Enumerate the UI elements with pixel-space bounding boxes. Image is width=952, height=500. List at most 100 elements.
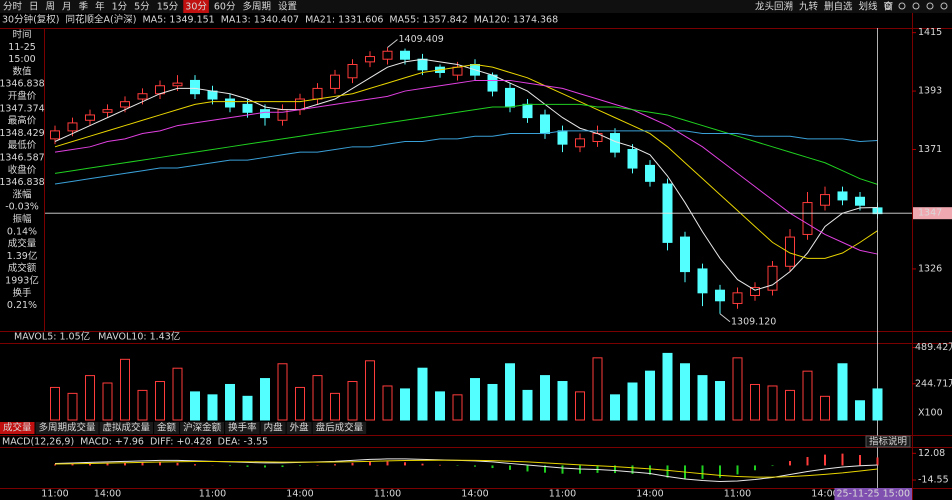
volume-bar: [260, 378, 270, 421]
candle-body: [820, 194, 830, 206]
volume-bar: [400, 388, 410, 421]
volume-bar: [522, 389, 533, 421]
volume-tab-bg: [154, 422, 180, 434]
candle-body: [172, 82, 183, 87]
info-label: 换手: [12, 287, 32, 299]
info-value: 1346.587: [0, 153, 45, 164]
info-value: 1347.374: [0, 103, 45, 114]
y-tick-label: 1371: [918, 144, 942, 155]
period-tab[interactable]: 1分: [112, 2, 128, 13]
candle-body: [505, 87, 515, 108]
candle-body: [802, 202, 813, 235]
period-tab[interactable]: 分时: [3, 1, 23, 13]
volume-bar: [575, 391, 585, 421]
candle-body: [242, 103, 253, 113]
period-tab[interactable]: 5分: [134, 2, 150, 13]
info-value: 1993亿: [5, 275, 39, 287]
toolbar-button[interactable]: 九转: [799, 1, 819, 13]
period-tab[interactable]: 15分: [157, 2, 179, 13]
period-tab[interactable]: 季: [79, 1, 89, 13]
info-value: 0.14%: [7, 226, 37, 237]
candle-body: [417, 58, 428, 71]
ma-legend: MA5: 1349.151: [142, 15, 214, 26]
candle-body: [855, 196, 865, 206]
volume-tab[interactable]: 盘后成交量: [316, 422, 364, 434]
toolbar-button[interactable]: 窗: [884, 1, 894, 13]
volume-tab[interactable]: 多周期成交量: [39, 422, 97, 434]
candle-body: [260, 109, 270, 119]
info-value: 15:00: [8, 54, 35, 65]
indicator-button[interactable]: 指标说明: [869, 436, 907, 448]
icon[interactable]: [898, 2, 906, 10]
volume-bar: [277, 363, 288, 421]
info-label: 最低价: [8, 139, 37, 151]
candle-body: [715, 289, 725, 302]
volume-tab[interactable]: 内盘: [264, 422, 284, 434]
volume-bar: [802, 370, 813, 421]
period-tab[interactable]: 月: [62, 2, 72, 13]
volume-tab-bg: [225, 422, 260, 434]
volume-bar: [487, 383, 498, 421]
volume-tab[interactable]: 沪深金额: [183, 422, 222, 434]
volume-legend: MAVOL10: 1.43亿: [98, 331, 180, 343]
period-tab[interactable]: 年: [95, 1, 105, 13]
candle-body: [732, 292, 743, 304]
candle-body: [487, 74, 498, 92]
candle-body: [120, 101, 130, 108]
info-label: 开盘价: [8, 90, 37, 102]
candle-body: [102, 109, 113, 113]
volume-tab-bg: [35, 422, 99, 434]
ma-line: [54, 103, 878, 185]
volume-tab[interactable]: 金额: [157, 422, 177, 434]
period-tab[interactable]: 多周期: [242, 1, 271, 13]
extreme-pointer: [719, 313, 731, 323]
volume-bar: [207, 394, 218, 421]
candle-body: [347, 64, 358, 79]
candle-body: [382, 50, 393, 60]
candle-body: [295, 98, 305, 111]
volume-bar: [627, 382, 638, 421]
info-value: 11-25: [8, 42, 36, 53]
volume-tab[interactable]: 虚拟成交量: [103, 422, 151, 434]
toolbar-bg: [0, 0, 952, 13]
toolbar-button[interactable]: 龙头回溯: [755, 1, 793, 13]
volume-tab[interactable]: 换手率: [228, 422, 257, 434]
period-tab[interactable]: 30分: [185, 2, 207, 13]
x-tick-label: 14:00: [94, 489, 121, 500]
volume-bar: [645, 370, 655, 421]
candle-body: [312, 87, 323, 100]
period-tab[interactable]: 日: [29, 2, 39, 13]
period-tab[interactable]: 周: [46, 2, 56, 13]
y-tick-label: 1326: [918, 263, 942, 274]
toolbar-button[interactable]: 划线: [859, 1, 879, 13]
toolbar-button[interactable]: 删自选: [824, 1, 853, 13]
volume-bar: [540, 375, 550, 421]
indicator-button-bg: [865, 435, 911, 448]
icon[interactable]: [912, 2, 920, 10]
x-tick-label: 11:00: [41, 489, 68, 500]
icon[interactable]: [926, 2, 934, 10]
candle-body: [365, 56, 375, 63]
icon[interactable]: [940, 2, 948, 10]
info-label: 最高价: [8, 115, 37, 127]
volume-bar: [837, 363, 848, 421]
info-value: 1346.838: [0, 177, 45, 188]
info-label: 涨幅: [12, 188, 32, 200]
candle-body: [85, 114, 95, 121]
candle-body: [697, 268, 708, 294]
macd-dea-line: [54, 459, 878, 478]
candle-body: [330, 74, 340, 89]
tab-bg: [183, 0, 209, 13]
volume-bar: [382, 385, 393, 421]
ma-line: [54, 58, 878, 291]
period-tab[interactable]: 60分: [214, 2, 236, 13]
x-tick-label: 11:00: [549, 489, 576, 500]
volume-tab[interactable]: 成交量: [3, 422, 32, 434]
volume-tab-bg: [260, 422, 286, 434]
volume-bar: [820, 395, 830, 421]
volume-tab[interactable]: 外盘: [290, 422, 310, 434]
icon[interactable]: [884, 2, 892, 10]
period-tab[interactable]: 设置: [278, 2, 297, 13]
extreme-label: 1309.120: [731, 316, 776, 327]
